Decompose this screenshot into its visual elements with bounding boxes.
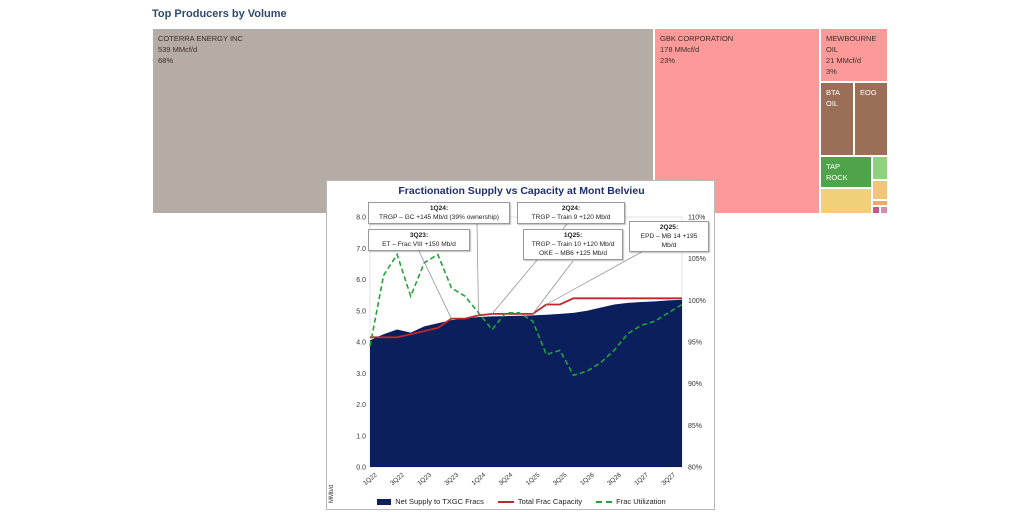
y2-tick-label: 85% — [688, 423, 702, 430]
treemap-tile-small[interactable] — [880, 206, 888, 214]
y-tick-label: 3.0 — [356, 371, 366, 378]
treemap-tile-small[interactable] — [872, 156, 888, 180]
callout-line: OKE – MB6 +125 Mb/d — [539, 250, 607, 257]
callout-line: TRGP – GC +145 Mb/d (39% ownership) — [379, 214, 499, 221]
x-tick-label: 3Q22 — [389, 471, 406, 487]
tile-name: TAP ROCK — [826, 162, 848, 182]
y2-tick-label: 95% — [688, 340, 702, 347]
callout-line: Mb/d — [661, 242, 677, 249]
y-tick-label: 5.0 — [356, 308, 366, 315]
x-tick-label: 3Q25 — [552, 471, 569, 487]
tile-name: COTERRA ENERGY INC — [158, 34, 243, 43]
treemap-tile-small[interactable] — [820, 188, 872, 214]
frac-chart-panel: 0.0 1.0 2.0 3.0 4.0 5.0 6.0 7.0 8.0 80% 85% 90% 95% 1… — [326, 180, 715, 510]
tile-value: 178 MMcf/d — [660, 45, 700, 54]
x-tick-label: 3Q24 — [498, 471, 515, 487]
treemap-tile-small[interactable] — [872, 180, 888, 200]
frac-chart-svg: 0.0 1.0 2.0 3.0 4.0 5.0 6.0 7.0 8.0 80% 85% 90% 95% 1… — [356, 215, 706, 488]
tile-pct: 23% — [660, 56, 676, 65]
series-area-net-supply — [370, 299, 682, 467]
y-tick-label: 8.0 — [356, 215, 366, 222]
callout-line: TRGP – Train 10 +120 Mb/d — [531, 241, 615, 248]
callout-2q24: 2Q24: TRGP – Train 9 +120 Mb/d — [517, 202, 625, 224]
callout-line: EPD – MB 14 +195 — [640, 233, 698, 240]
callout-leader — [476, 223, 479, 316]
y-tick-label: 4.0 — [356, 340, 366, 347]
y2-tick-label: 100% — [688, 298, 706, 305]
tile-value: 21 MMcf/d — [826, 56, 862, 65]
treemap-tile-small[interactable] — [872, 200, 888, 206]
tile-name: MEWBOURNE OIL — [826, 34, 877, 54]
legend-label: Frac Utilization — [616, 497, 666, 506]
x-tick-label: 1Q26 — [579, 471, 596, 487]
x-tick-label: 1Q27 — [633, 471, 650, 487]
y2-tick-label: 80% — [688, 465, 702, 472]
callout-2q25: 2Q25: EPD – MB 14 +195 Mb/d — [629, 221, 709, 252]
chart-legend: Net Supply to TXGC Fracs Total Frac Capa… — [327, 497, 716, 506]
y-tick-label: 7.0 — [356, 246, 366, 253]
series-line-capacity — [370, 297, 682, 339]
y2-tick-label: 105% — [688, 256, 706, 263]
callout-title: 2Q25: — [659, 224, 679, 231]
x-tick-label: 3Q26 — [606, 471, 623, 487]
tile-pct: 68% — [158, 56, 174, 65]
callout-title: 1Q24: — [429, 205, 449, 212]
x-tick-label: 3Q23 — [443, 471, 460, 487]
legend-label: Net Supply to TXGC Fracs — [395, 497, 484, 506]
tile-label: COTERRA ENERGY INC 539 MMcf/d 68% — [158, 33, 243, 66]
chart-title: Fractionation Supply vs Capacity at Mont… — [398, 185, 645, 197]
callout-1q24: 1Q24: TRGP – GC +145 Mb/d (39% ownership… — [368, 202, 510, 224]
legend-swatch — [497, 500, 514, 503]
x-tick-label: 1Q24 — [471, 471, 488, 487]
treemap-title: Top Producers by Volume — [152, 8, 287, 20]
x-tick-label: 1Q22 — [362, 471, 379, 487]
treemap-tile-mewbourne[interactable]: MEWBOURNE OIL 21 MMcf/d 3% — [820, 28, 888, 82]
legend-item-supply[interactable]: Net Supply to TXGC Fracs — [377, 497, 484, 506]
tile-name: EOG — [860, 88, 877, 97]
legend-swatch — [377, 498, 392, 505]
y-tick-label: 6.0 — [356, 277, 366, 284]
y-tick-label: 2.0 — [356, 402, 366, 409]
tile-label: GBK CORPORATION 178 MMcf/d 23% — [660, 33, 733, 66]
callout-3q23: 3Q23: ET – Frac VIII +150 Mb/d — [368, 229, 470, 251]
callout-line: ET – Frac VIII +150 Mb/d — [382, 241, 456, 248]
treemap-tile-eog[interactable]: EOG — [854, 82, 888, 156]
tile-label: MEWBOURNE OIL 21 MMcf/d 3% — [826, 33, 876, 77]
tile-name: BTA OIL — [826, 88, 840, 108]
callout-title: 2Q24: — [561, 205, 581, 212]
x-tick-label: 1Q25 — [525, 471, 542, 487]
tile-value: 539 MMcf/d — [158, 45, 198, 54]
callout-1q25: 1Q25: TRGP – Train 10 +120 Mb/d OKE – MB… — [523, 229, 623, 260]
treemap-tile-taprock[interactable]: TAP ROCK — [820, 156, 872, 188]
treemap-tile-small[interactable] — [872, 206, 880, 214]
legend-item-utilization[interactable]: Frac Utilization — [596, 497, 666, 506]
legend-item-capacity[interactable]: Total Frac Capacity — [497, 497, 583, 506]
tile-name: GBK CORPORATION — [660, 34, 734, 43]
y2-tick-label: 110% — [688, 215, 705, 222]
y2-tick-label: 90% — [688, 381, 702, 388]
callout-leader — [418, 250, 452, 319]
x-tick-label: 1Q23 — [416, 471, 433, 487]
callout-line: TRGP – Train 9 +120 Mb/d — [531, 214, 611, 221]
callout-leader — [546, 248, 648, 305]
y-tick-label: 1.0 — [356, 433, 366, 440]
callout-title: 1Q25: — [563, 232, 583, 239]
series-line-utilization — [369, 252, 683, 377]
y-tick-label: 0.0 — [356, 465, 366, 472]
callout-leader — [532, 260, 574, 315]
treemap-tile-gbk[interactable]: GBK CORPORATION 178 MMcf/d 23% — [654, 28, 820, 214]
tile-pct: 3% — [826, 67, 837, 76]
callout-title: 3Q23: — [409, 232, 429, 239]
treemap-tile-bta[interactable]: BTA OIL — [820, 82, 854, 156]
legend-swatch — [596, 500, 613, 503]
legend-label: Total Frac Capacity — [517, 497, 583, 506]
x-tick-label: 3Q27 — [660, 471, 677, 487]
